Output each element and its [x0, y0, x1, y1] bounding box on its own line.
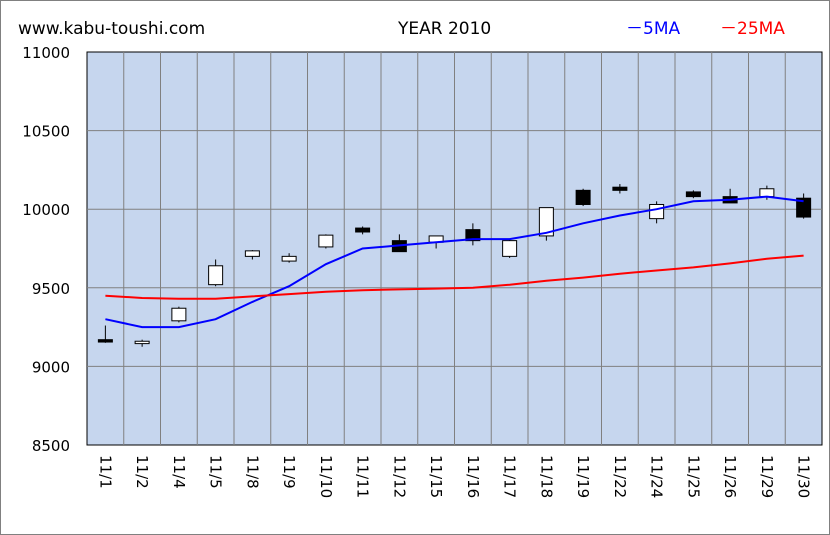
x-axis-ticks: 11/1 11/2 11/4 11/5 11/8 11/9 11/10 11/11 11/12 1… [96, 455, 812, 498]
x-tick-label: 11/1 [96, 455, 114, 489]
candle-body-up [759, 188, 775, 198]
candles [97, 184, 812, 347]
candle [318, 234, 334, 249]
x-tick-label: 11/11 [354, 455, 372, 498]
candle-body-up [502, 240, 518, 257]
candle-body-up [171, 307, 187, 322]
x-tick-label: 11/15 [427, 455, 445, 498]
candle [796, 193, 812, 219]
x-tick-label: 11/25 [684, 455, 702, 498]
x-tick-label: 11/4 [170, 455, 188, 489]
y-tick-label: 10500 [22, 123, 70, 141]
candle-body-down [465, 229, 481, 242]
x-tick-label: 11/12 [390, 455, 408, 498]
candle [355, 226, 371, 235]
y-axis-ticks: 8500 9000 9500 10000 10500 11000 [22, 44, 70, 455]
x-tick-label: 11/16 [464, 455, 482, 498]
legend-25ma: －25MA [720, 19, 785, 39]
x-tick-label: 11/30 [795, 455, 813, 498]
candle [575, 188, 591, 207]
candle-body-down [355, 227, 371, 233]
y-tick-label: 9000 [32, 358, 70, 376]
candle-body-up [318, 234, 334, 248]
candle [612, 184, 628, 194]
x-tick-label: 11/29 [758, 455, 776, 498]
candle-body-up [538, 207, 554, 237]
legend-5ma: －5MA [626, 19, 680, 39]
candle [281, 253, 297, 263]
moving-average-lines [105, 195, 804, 329]
candle-body-down [612, 186, 628, 191]
grid-lines [87, 52, 822, 445]
candle [685, 190, 701, 199]
x-tick-label: 11/26 [721, 455, 739, 498]
chart-title: YEAR 2010 [397, 19, 491, 39]
site-name: www.kabu-toushi.com [18, 19, 205, 39]
candle [465, 223, 481, 246]
x-tick-label: 11/17 [501, 455, 519, 498]
x-tick-label: 11/5 [207, 455, 225, 489]
candle [171, 306, 187, 323]
candle-body-up [134, 340, 150, 345]
x-tick-label: 11/24 [648, 455, 666, 498]
y-tick-label: 9500 [32, 280, 70, 298]
candle-body-up [281, 255, 297, 262]
candle-body-down [575, 189, 591, 205]
candle-body-up [244, 250, 260, 257]
series-line-5ma [105, 195, 804, 329]
candle-body-down [97, 339, 113, 343]
x-tick-label: 11/10 [317, 455, 335, 498]
candle [244, 250, 260, 260]
series-line-25ma [105, 254, 804, 300]
x-tick-label: 11/19 [574, 455, 592, 498]
x-tick-label: 11/2 [133, 455, 151, 489]
y-tick-label: 8500 [32, 437, 70, 455]
candle [97, 325, 113, 343]
x-tick-label: 11/8 [243, 455, 261, 489]
x-tick-label: 11/22 [611, 455, 629, 498]
y-tick-label: 11000 [22, 44, 70, 62]
x-tick-label: 11/9 [280, 455, 298, 489]
candle [538, 207, 554, 241]
candle-body-down [796, 197, 812, 218]
x-tick-label: 11/18 [537, 455, 555, 498]
candle [502, 239, 518, 258]
candle-body-down [685, 191, 701, 198]
y-tick-label: 10000 [22, 201, 70, 219]
candle-body-up [649, 203, 665, 220]
candle-body-up [208, 265, 224, 286]
candle [134, 339, 150, 347]
candle [208, 259, 224, 287]
